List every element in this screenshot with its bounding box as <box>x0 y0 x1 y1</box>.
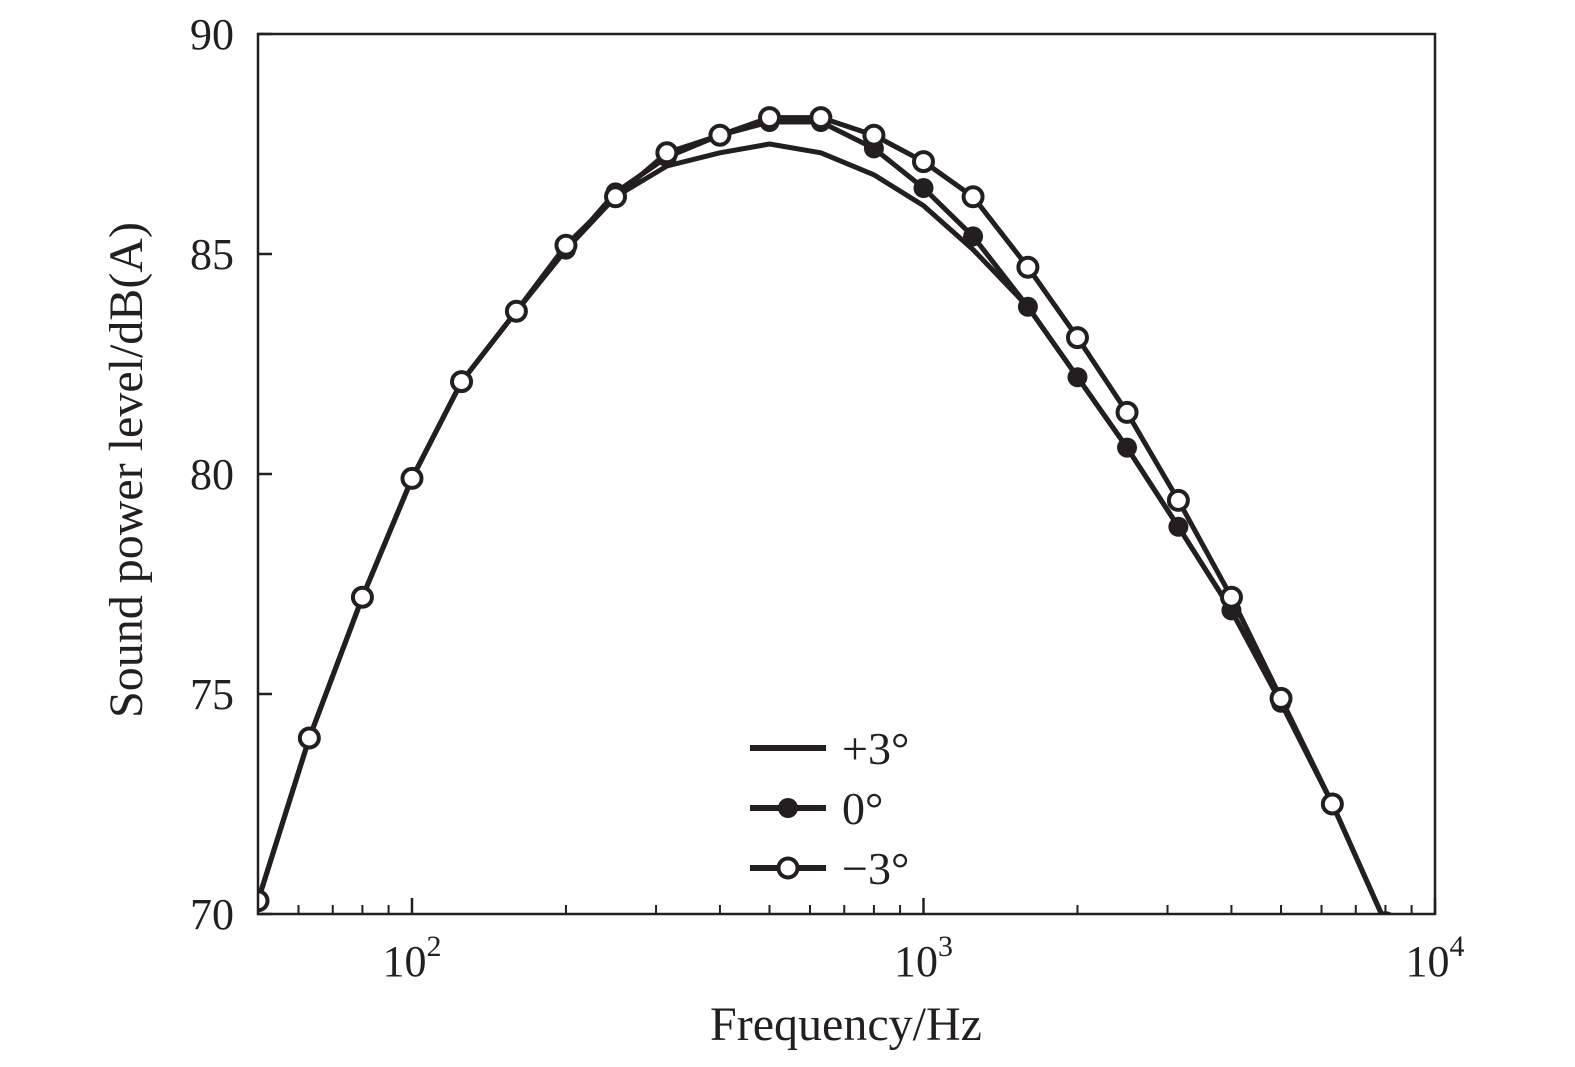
x-tick-label: 104 <box>1406 930 1465 986</box>
y-tick-label: 85 <box>190 230 234 279</box>
x-axis-title: Frequency/Hz <box>710 998 982 1051</box>
legend-label: +3° <box>842 723 909 774</box>
data-point <box>1269 686 1293 710</box>
legend-label: −3° <box>842 843 909 894</box>
data-point <box>963 226 984 247</box>
legend: +3° 0° −3° <box>750 723 909 894</box>
legend-item-minus3deg: −3° <box>750 843 909 894</box>
data-point <box>1017 296 1038 317</box>
data-point <box>1065 326 1089 350</box>
data-point <box>400 466 424 490</box>
data-point <box>297 726 321 750</box>
series-line <box>258 115 1385 914</box>
data-point <box>1320 792 1344 816</box>
data-point <box>1117 437 1138 458</box>
x-tick-label: 102 <box>382 930 441 986</box>
y-tick-label: 90 <box>190 10 234 59</box>
series-line <box>258 119 1385 914</box>
data-point <box>1378 911 1393 914</box>
data-point <box>554 233 578 257</box>
data-point <box>1166 488 1190 512</box>
data-point <box>1115 400 1139 424</box>
series-layer <box>258 106 1393 914</box>
y-tick-label: 70 <box>190 890 234 939</box>
y-axis-title: Sound power level/dB(A) <box>100 222 153 718</box>
data-point <box>504 299 528 323</box>
data-point <box>258 889 270 913</box>
y-tick-label: 75 <box>190 670 234 719</box>
data-point <box>1016 255 1040 279</box>
data-point <box>450 370 474 394</box>
data-point <box>913 178 934 198</box>
data-point <box>911 150 935 174</box>
data-point <box>1067 367 1088 388</box>
data-point <box>604 185 628 209</box>
data-point <box>1168 516 1189 537</box>
axes: 70 75 80 85 90 102 103 104 <box>190 10 1465 986</box>
x-tick-label: 103 <box>894 930 953 986</box>
data-point <box>1380 912 1391 914</box>
data-point <box>655 141 679 165</box>
y-tick-label: 80 <box>190 450 234 499</box>
data-point <box>708 123 732 147</box>
data-point <box>862 123 886 147</box>
legend-marker <box>776 856 800 880</box>
data-point <box>758 106 782 130</box>
legend-item-plus3deg: +3° <box>750 723 909 774</box>
data-point <box>809 106 833 130</box>
legend-label: 0° <box>842 783 883 834</box>
data-point <box>1219 585 1243 609</box>
legend-item-0deg: 0° <box>750 783 883 834</box>
plot-frame <box>256 32 1437 916</box>
legend-marker <box>778 798 798 818</box>
data-point <box>350 585 374 609</box>
data-point <box>961 185 985 209</box>
series-minus3deg <box>258 106 1393 914</box>
